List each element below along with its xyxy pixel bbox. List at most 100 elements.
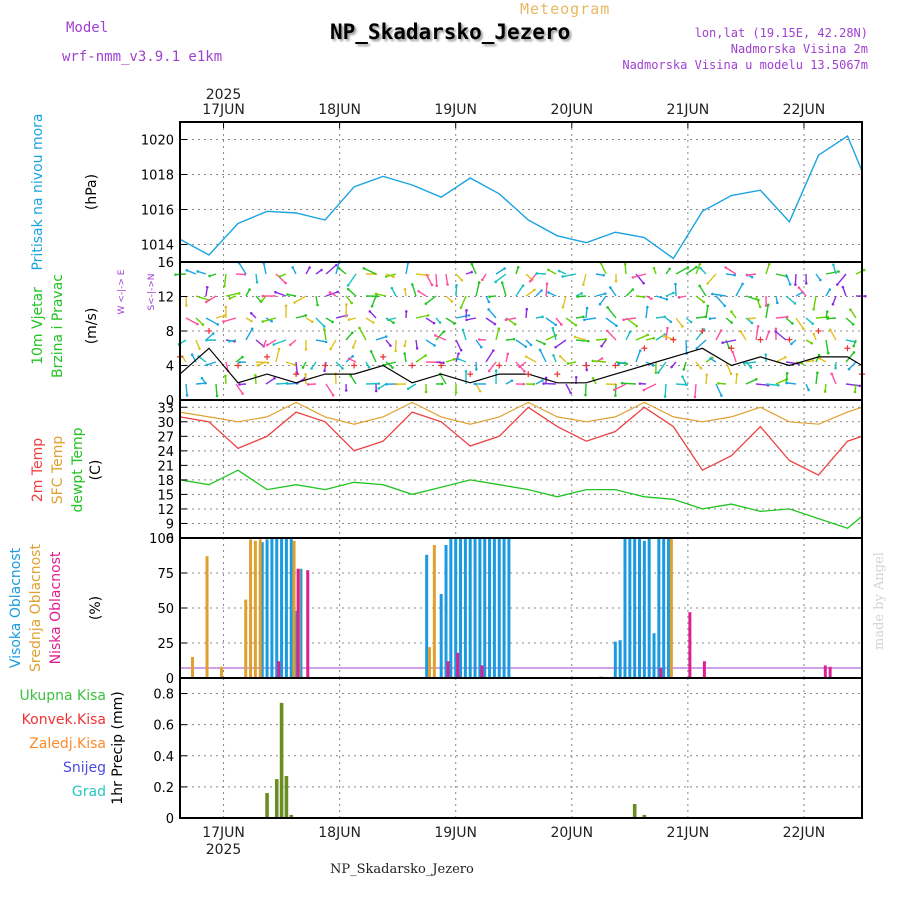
wind-arrow-head [487, 369, 491, 373]
wind-arrow [287, 293, 297, 297]
wind-arrow-head [503, 267, 506, 270]
cloud-high-bar [449, 538, 453, 678]
cloud-low-bar [480, 665, 484, 678]
wind-arrow-head [804, 282, 808, 285]
wind-arrow [657, 361, 667, 373]
wind-arrow-head [205, 285, 209, 289]
t2-temp-line [179, 406, 863, 476]
wind-arrow-head [351, 355, 354, 358]
wind-arrow [632, 273, 647, 279]
wind-arrow-head [802, 327, 805, 330]
wind-arrow-head [600, 344, 603, 348]
wind-arrow [462, 329, 467, 341]
wind-arrow [475, 339, 482, 348]
wind-arrow [205, 332, 214, 341]
wind-arrow-head [574, 323, 578, 327]
gust-marker [467, 371, 474, 378]
sfc-temp-line [179, 401, 863, 425]
wind-arrow-head [654, 371, 658, 375]
wind-arrow [345, 332, 353, 341]
legend-grad: Grad [72, 784, 106, 800]
wind-arrow-head [266, 343, 269, 347]
wind-arrow [607, 306, 617, 319]
wind-arrow [624, 264, 627, 275]
cloud-high-bar [652, 633, 656, 678]
wind-arrow-head [646, 305, 649, 309]
wind-arrow [275, 291, 287, 297]
wind-arrow [645, 337, 654, 341]
wind-arrow-head [254, 374, 257, 377]
legend-konvek-kisa: Konvek.Kisa [22, 712, 106, 728]
wind-arrow [455, 273, 463, 281]
cloud-high-bar [628, 538, 632, 678]
wind-arrow-head [248, 288, 251, 291]
cloud-high-bar [662, 538, 666, 678]
wind-arrow-head [682, 368, 686, 371]
wind-arrow-head [524, 355, 528, 358]
wind-arrow-head [347, 357, 351, 361]
wind-arrow [705, 374, 708, 385]
wind-arrow [311, 361, 317, 369]
bottom-day-label: 21JUN [667, 825, 710, 841]
wind-arrow-head [864, 294, 867, 298]
wind-compass-we: W <-|-> E [117, 269, 127, 314]
wind-arrow [495, 267, 506, 275]
wind-arrow-head [825, 310, 829, 313]
cloud-mid-bar [292, 540, 296, 678]
wind-arrow [418, 290, 427, 297]
y-tick-label: 1020 [141, 134, 174, 149]
wind-arrow-head [304, 373, 307, 376]
wind-arrow-head [350, 301, 353, 305]
wind-arrow [267, 339, 277, 346]
wind-arrow [664, 383, 667, 397]
top-day-label: 18JUN [318, 102, 361, 118]
wind-arrow-head [222, 320, 225, 323]
panel-frame [179, 121, 863, 263]
cloud-low-bar [306, 570, 310, 678]
wind-arrow [445, 358, 455, 363]
wind-arrow [567, 361, 577, 365]
wind-arrow-head [362, 267, 366, 270]
wind-arrow-head [666, 326, 669, 330]
wind-arrow-head [598, 302, 602, 306]
wind-arrow-head [284, 281, 287, 285]
wind-arrow-head [322, 325, 326, 328]
cloud-mid-ylabel: Srednja Oblacnost [28, 544, 44, 672]
elevation-label: Nadmorska Visina 2m [730, 42, 868, 56]
cloud-high-bar [444, 545, 448, 678]
wind-arrow [411, 284, 417, 297]
cloud-high-bar [459, 538, 463, 678]
wind-arrow [600, 263, 607, 275]
wind-arrow [273, 339, 287, 346]
wind-arrow [548, 291, 557, 297]
wind-arrow [635, 350, 641, 363]
wind-arrow [285, 382, 298, 385]
wind-arrow [347, 288, 357, 297]
wind-arrow-head [310, 320, 314, 324]
y-tick-label: 50 [157, 602, 174, 617]
cloud-mid-bar [432, 545, 436, 678]
wind-arrow-head [793, 302, 797, 305]
wind-arrow [725, 361, 732, 375]
wind-arrow-head [775, 301, 779, 305]
wind-arrow-head [617, 362, 620, 366]
wind-arrow-head [823, 390, 827, 393]
cloud-high-bar [478, 538, 482, 678]
wind-arrow-head [819, 278, 822, 282]
wind-arrow [460, 295, 467, 308]
wind-arrow-head [569, 391, 572, 395]
wind-arrow-head [369, 350, 373, 353]
wind-arrow-head [411, 283, 414, 286]
wind-arrow-head [745, 273, 749, 277]
gust-marker [351, 362, 358, 369]
y-tick-label: 24 [157, 445, 174, 460]
wind-arrow-head [669, 320, 673, 324]
wind-arrow-head [852, 344, 855, 348]
wind-arrow-head [747, 317, 751, 320]
cloud-mid-bar [205, 556, 209, 678]
wind-arrow-head [224, 374, 227, 378]
wind-arrow [304, 374, 307, 385]
wind-arrow-head [371, 321, 375, 324]
wind-arrow [775, 356, 786, 363]
precip-bar [284, 776, 289, 818]
